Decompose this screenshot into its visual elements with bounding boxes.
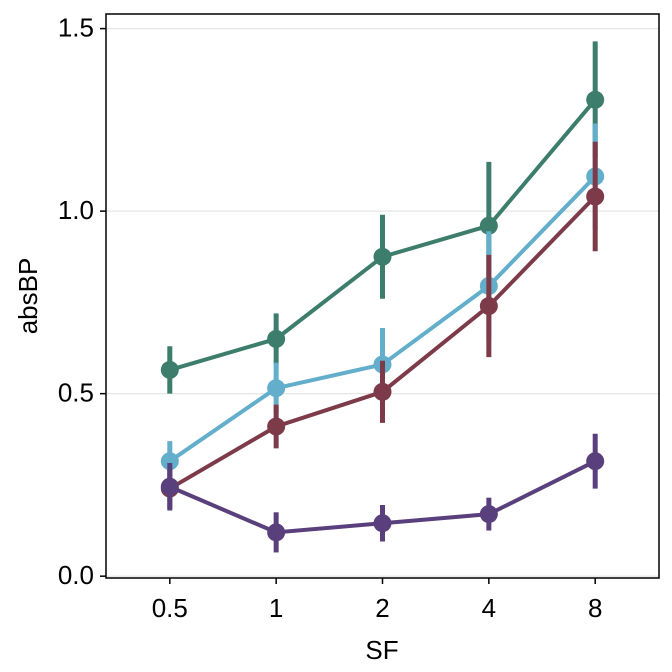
series: [160, 123, 605, 482]
x-tick-label: 0.5: [152, 593, 188, 623]
point: [373, 247, 392, 266]
y-tick-label: 1.5: [58, 12, 94, 42]
point: [479, 297, 498, 316]
point: [479, 505, 498, 524]
y-axis-title: absBP: [13, 258, 43, 335]
series: [160, 433, 605, 553]
plot-border: [105, 13, 660, 579]
point: [373, 382, 392, 401]
point: [586, 90, 605, 109]
point: [586, 187, 605, 206]
point: [160, 452, 179, 471]
point: [267, 379, 286, 398]
x-tick-label: 8: [588, 593, 602, 623]
x-axis-title: SF: [365, 635, 398, 665]
x-tick-label: 2: [375, 593, 389, 623]
point: [267, 329, 286, 348]
point: [267, 417, 286, 436]
series: [160, 141, 605, 509]
y-tick-label: 0.5: [58, 378, 94, 408]
point: [267, 523, 286, 542]
point: [160, 360, 179, 379]
x-tick-label: 4: [482, 593, 496, 623]
point: [160, 477, 179, 496]
x-tick-label: 1: [269, 593, 283, 623]
point: [586, 452, 605, 471]
point: [479, 216, 498, 235]
y-tick-label: 1.0: [58, 195, 94, 225]
point: [373, 514, 392, 533]
y-tick-label: 0.0: [58, 560, 94, 590]
